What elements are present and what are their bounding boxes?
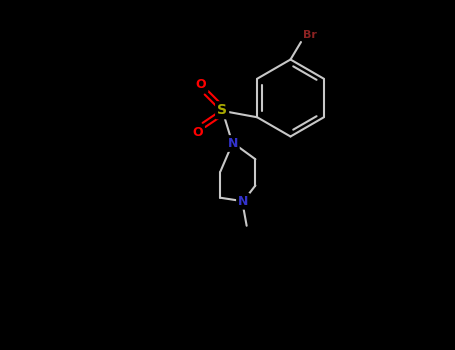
Text: Br: Br	[303, 30, 317, 40]
Text: O: O	[196, 78, 207, 91]
Text: S: S	[217, 103, 227, 117]
Text: N: N	[228, 137, 238, 150]
Text: O: O	[192, 126, 203, 139]
Text: N: N	[238, 195, 248, 208]
